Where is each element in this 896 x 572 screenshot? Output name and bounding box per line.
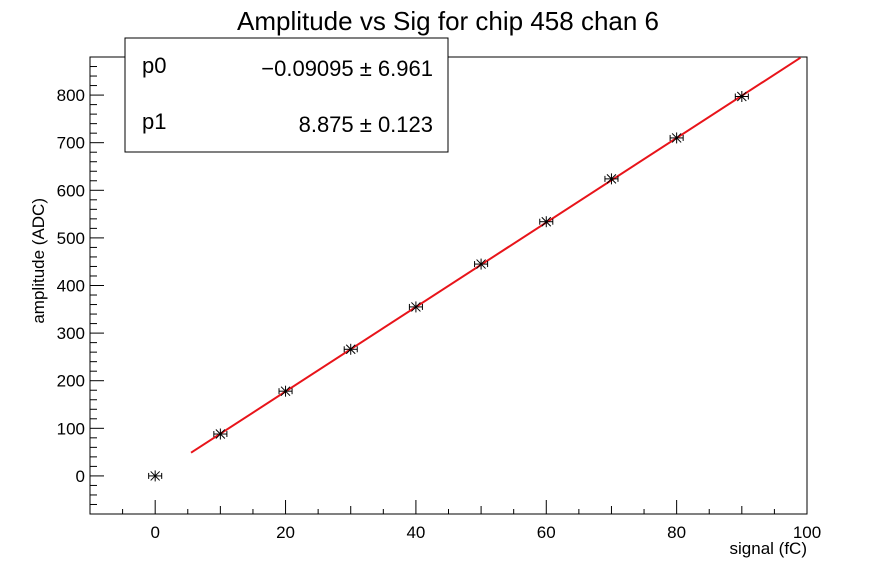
x-axis: 0 20 40 60 80 100 — [89, 500, 821, 542]
y-tick-label: 800 — [57, 86, 85, 105]
y-tick-label: 700 — [57, 134, 85, 153]
stats-p0-label: p0 — [142, 53, 166, 78]
y-tick-label: 0 — [76, 467, 85, 486]
data-point — [734, 91, 749, 103]
chart-title: Amplitude vs Sig for chip 458 chan 6 — [237, 6, 659, 36]
x-tick-label: 0 — [150, 523, 159, 542]
x-tick-label: 100 — [793, 523, 821, 542]
stats-box-frame — [124, 37, 449, 153]
x-tick-label: 60 — [537, 523, 556, 542]
x-tick-label: 20 — [276, 523, 295, 542]
y-tick-label: 300 — [57, 324, 85, 343]
stats-box: p0 −0.09095 ± 6.961 p1 8.875 ± 0.123 — [124, 37, 449, 153]
data-point — [148, 470, 163, 482]
x-tick-label: 80 — [667, 523, 686, 542]
y-axis: 0 100 200 300 400 500 600 700 800 — [57, 66, 104, 505]
x-axis-label: signal (fC) — [730, 539, 807, 558]
y-tick-label: 400 — [57, 277, 85, 296]
data-point — [669, 132, 684, 144]
y-axis-label: amplitude (ADC) — [29, 198, 48, 324]
y-tick-label: 100 — [57, 419, 85, 438]
data-point — [343, 343, 358, 355]
stats-p1-label: p1 — [142, 109, 166, 134]
data-point — [278, 385, 293, 397]
data-point — [539, 216, 554, 228]
fit-line — [190, 56, 802, 454]
stats-p0-value: −0.09095 ± 6.961 — [261, 56, 433, 81]
y-tick-label: 500 — [57, 229, 85, 248]
stats-p1-value: 8.875 ± 0.123 — [299, 112, 433, 137]
x-tick-label: 40 — [406, 523, 425, 542]
y-tick-label: 200 — [57, 372, 85, 391]
data-point — [213, 428, 228, 440]
data-point — [408, 301, 423, 313]
data-point — [604, 173, 619, 185]
y-tick-label: 600 — [57, 181, 85, 200]
data-points — [148, 91, 749, 482]
data-point — [474, 258, 489, 270]
